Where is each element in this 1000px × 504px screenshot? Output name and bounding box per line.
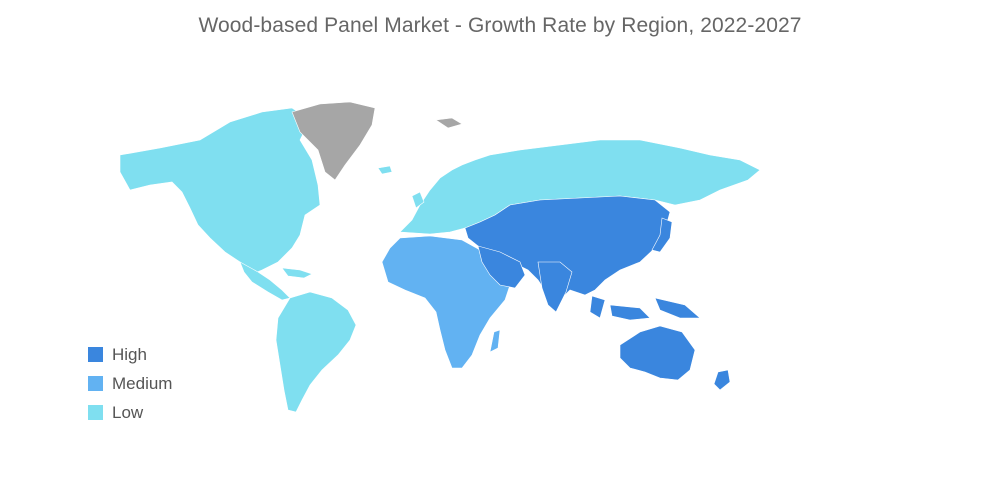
region-caribbean bbox=[281, 267, 313, 279]
region-arabia bbox=[477, 245, 526, 289]
region-greenland bbox=[291, 101, 376, 181]
region-uk bbox=[411, 191, 425, 209]
region-southeast-asia bbox=[589, 295, 701, 321]
legend: High Medium Low bbox=[88, 340, 172, 427]
legend-label-low: Low bbox=[112, 402, 144, 422]
region-north-america bbox=[119, 107, 321, 276]
region-iceland bbox=[377, 165, 393, 175]
region-new-zealand bbox=[713, 369, 731, 391]
chart-title: Wood-based Panel Market - Growth Rate by… bbox=[198, 14, 802, 37]
region-india bbox=[537, 261, 573, 313]
region-central-america bbox=[239, 261, 291, 301]
legend-swatch-high bbox=[88, 347, 103, 362]
region-japan bbox=[651, 217, 673, 253]
legend-swatch-medium bbox=[88, 376, 103, 391]
legend-item-medium: Medium bbox=[88, 369, 172, 398]
region-australia bbox=[619, 325, 696, 381]
legend-swatch-low bbox=[88, 405, 103, 420]
legend-item-high: High bbox=[88, 340, 172, 369]
region-madagascar bbox=[489, 329, 501, 353]
region-svalbard bbox=[435, 117, 463, 129]
region-south-america bbox=[275, 291, 357, 413]
legend-label-high: High bbox=[112, 344, 147, 364]
legend-label-medium: Medium bbox=[112, 373, 173, 393]
legend-item-low: Low bbox=[88, 398, 172, 427]
